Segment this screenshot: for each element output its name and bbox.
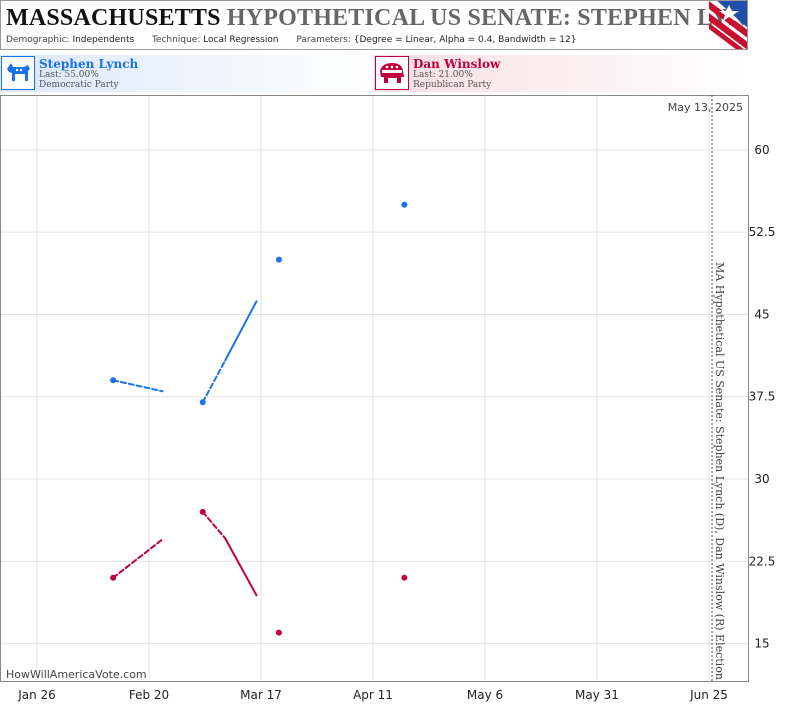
chart-svg: Jan 26 Feb 20 Mar 17 Apr 11 May 6 May 31 Jun 2… <box>0 95 775 702</box>
data-point <box>401 201 408 208</box>
series-layer <box>110 201 408 636</box>
series-dan-winslow <box>110 508 408 636</box>
data-point <box>275 256 282 263</box>
trend-segment <box>224 537 258 597</box>
title-rest: HYPOTHETICAL US SENATE: STEPHEN LYNCH <box>226 5 748 31</box>
technique-label: Technique: <box>151 35 201 45</box>
watermark: HowWillAmericaVote.com <box>6 668 147 681</box>
chart-area: Jan 26 Feb 20 Mar 17 Apr 11 May 6 May 31 Jun 2… <box>0 95 789 704</box>
flag-logo-icon <box>709 1 747 49</box>
technique-value: Local Regression <box>203 35 279 45</box>
candidate-name: Dan Winslow <box>413 57 501 71</box>
y-tick-label: 15 <box>754 637 769 651</box>
data-point <box>199 399 206 406</box>
side-axis-label: MA Hypothetical US Senate: Stephen Lynch… <box>713 262 726 680</box>
candidate-last-value: Last: 21.00% <box>413 70 473 80</box>
candidate-party: Republican Party <box>413 80 492 90</box>
y-tick-label: 60 <box>754 143 769 157</box>
trend-segment <box>201 510 227 540</box>
candidate-last-value: Last: 55.00% <box>39 70 99 80</box>
trend-segment <box>112 538 164 579</box>
chart-title: MASSACHUSETTS HYPOTHETICAL US SENATE: ST… <box>6 5 748 32</box>
x-tick-label: Jan 26 <box>17 688 56 702</box>
x-tick-label: Jun 25 <box>689 688 728 702</box>
plot-frame <box>0 95 749 682</box>
tick-labels: Jan 26 Feb 20 Mar 17 Apr 11 May 6 May 31 Jun 2… <box>17 143 775 702</box>
series-stephen-lynch <box>110 201 408 406</box>
candidate-card-democrat: Stephen Lynch Last: 55.00% Democratic Pa… <box>0 55 370 92</box>
democratic-donkey-icon <box>1 56 35 90</box>
data-point <box>110 377 117 384</box>
parameters-label: Parameters: <box>296 35 351 45</box>
data-point <box>275 629 282 636</box>
parameters-value: {Degree = Linear, Alpha = 0.4, Bandwidth… <box>353 35 577 45</box>
x-tick-label: May 31 <box>575 688 619 702</box>
trend-segment <box>201 359 227 404</box>
y-tick-label: 45 <box>754 307 769 321</box>
candidate-card-republican: Dan Winslow Last: 21.00% Republican Part… <box>374 55 744 92</box>
title-state: MASSACHUSETTS <box>6 5 221 31</box>
y-tick-label: 30 <box>754 472 769 486</box>
x-tick-label: May 6 <box>467 688 503 702</box>
y-tick-label: 52.5 <box>749 225 776 239</box>
x-tick-label: Mar 17 <box>240 688 282 702</box>
chart-header: MASSACHUSETTS HYPOTHETICAL US SENATE: ST… <box>0 0 748 50</box>
x-tick-label: Feb 20 <box>129 688 169 702</box>
data-point <box>199 508 206 515</box>
data-point <box>110 574 117 581</box>
x-tick-label: Apr 11 <box>353 688 393 702</box>
y-tick-label: 37.5 <box>749 390 776 404</box>
republican-elephant-icon <box>375 56 409 90</box>
trend-segment <box>112 379 164 393</box>
candidate-party: Democratic Party <box>39 80 119 90</box>
trend-segment <box>224 300 258 362</box>
y-tick-label: 22.5 <box>749 554 776 568</box>
demographic-label: Demographic: <box>6 35 70 45</box>
parameters-line: Demographic: Independents Technique: Loc… <box>6 35 576 45</box>
demographic-value: Independents <box>72 35 135 45</box>
data-point <box>401 574 408 581</box>
gridlines <box>0 95 748 682</box>
candidate-name: Stephen Lynch <box>39 57 139 71</box>
current-date-label: May 13, 2025 <box>668 101 743 114</box>
